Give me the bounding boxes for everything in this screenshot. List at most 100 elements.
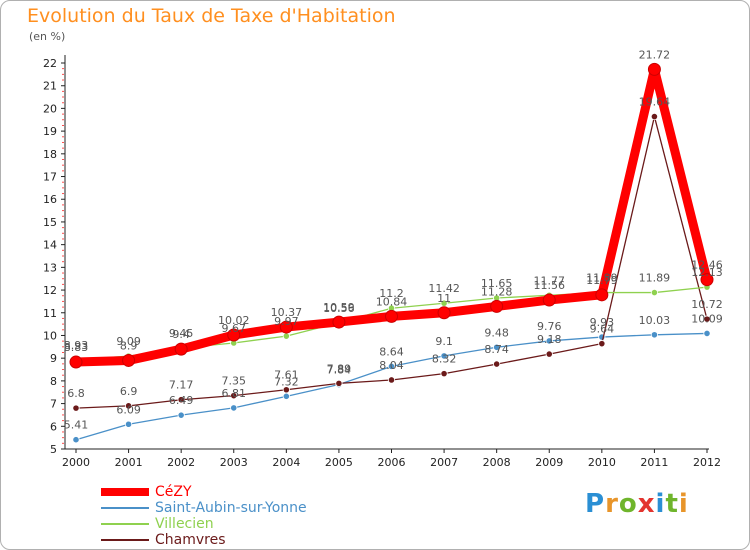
data-label: 6.81 <box>222 387 247 400</box>
data-label: 8.04 <box>379 359 404 372</box>
data-label: 11.79 <box>586 274 618 287</box>
data-label: 9.48 <box>484 326 509 339</box>
data-point <box>598 340 606 348</box>
data-point <box>177 396 185 404</box>
legend-label: Saint-Aubin-sur-Yonne <box>155 500 307 516</box>
x-tick-label: 2005 <box>325 456 353 469</box>
logo-letter: x <box>637 489 656 519</box>
y-tick-label: 12 <box>43 284 57 297</box>
x-tick-label: 2002 <box>167 456 195 469</box>
x-tick-label: 2012 <box>693 456 721 469</box>
data-label: 9.97 <box>274 315 299 328</box>
data-label: 9.18 <box>537 333 562 346</box>
y-tick-label: 13 <box>43 261 57 274</box>
data-point <box>542 293 556 307</box>
data-point <box>490 299 504 313</box>
data-point <box>385 309 398 323</box>
logo-letter: o <box>618 489 638 519</box>
data-label: 9.76 <box>537 320 562 333</box>
data-point <box>703 315 711 323</box>
legend-swatch <box>101 507 149 509</box>
data-point <box>177 411 185 419</box>
data-point <box>282 332 290 340</box>
data-label: 10.37 <box>271 306 303 319</box>
data-label: 9.1 <box>435 335 453 348</box>
data-point <box>335 379 343 387</box>
data-point <box>703 329 711 338</box>
data-point <box>493 360 501 368</box>
y-tick-label: 9 <box>50 352 57 365</box>
data-label: 9.64 <box>590 323 615 336</box>
y-tick-label: 14 <box>43 239 57 252</box>
data-label: 9.09 <box>116 335 141 348</box>
y-tick-label: 10 <box>43 329 57 342</box>
y-tick-label: 20 <box>43 102 57 115</box>
data-label: 10.09 <box>691 312 723 325</box>
data-label: 11.89 <box>586 272 618 285</box>
logo-letter: i <box>678 489 689 519</box>
data-label: 11.56 <box>534 279 566 292</box>
y-tick-label: 21 <box>43 80 57 93</box>
data-point <box>72 404 80 412</box>
data-point <box>700 273 714 287</box>
data-point <box>440 352 448 360</box>
data-label: 12.13 <box>691 266 723 279</box>
data-label: 5.41 <box>64 419 89 432</box>
data-label: 12.46 <box>691 259 723 272</box>
data-point <box>440 370 448 378</box>
data-label: 11.77 <box>534 274 566 287</box>
data-point <box>69 355 83 369</box>
x-tick-label: 2006 <box>378 456 406 469</box>
y-tick-label: 16 <box>43 193 57 206</box>
x-tick-label: 2004 <box>272 456 300 469</box>
y-tick-label: 6 <box>50 420 57 433</box>
data-point <box>650 288 659 297</box>
proxiti-logo: Proxiti <box>585 489 689 519</box>
data-point <box>493 343 501 351</box>
data-point <box>387 362 396 370</box>
data-label: 6.9 <box>120 385 138 398</box>
y-tick-label: 18 <box>43 148 57 161</box>
y-tick-label: 5 <box>50 443 57 456</box>
data-point <box>230 404 238 412</box>
data-point <box>227 328 241 342</box>
data-label: 8.32 <box>432 353 457 366</box>
x-tick-label: 2008 <box>483 456 511 469</box>
x-tick-label: 2010 <box>588 456 616 469</box>
data-label: 7.89 <box>327 362 352 375</box>
data-label: 9.4 <box>172 328 190 341</box>
data-point <box>545 350 553 358</box>
x-tick-label: 2001 <box>115 456 143 469</box>
legend-label: Chamvres <box>155 532 226 548</box>
data-label: 6.09 <box>116 403 141 416</box>
data-label: 10.03 <box>639 314 671 327</box>
logo-letter: t <box>665 489 679 519</box>
data-point <box>282 392 290 400</box>
data-point <box>230 392 238 400</box>
data-label: 19.64 <box>639 96 671 109</box>
data-point <box>124 402 133 410</box>
data-point <box>545 337 553 345</box>
legend-label: CéZY <box>155 484 192 500</box>
data-label: 11.42 <box>428 282 460 295</box>
y-tick-label: 22 <box>43 57 57 70</box>
data-label: 7.61 <box>274 369 299 382</box>
data-label: 6.8 <box>67 387 85 400</box>
data-label: 7.84 <box>327 364 352 377</box>
data-point <box>174 342 188 356</box>
data-label: 8.74 <box>484 343 509 356</box>
data-label: 11.28 <box>481 285 513 298</box>
data-label: 8.93 <box>64 339 89 352</box>
y-tick-label: 17 <box>43 171 57 184</box>
data-label: 10.84 <box>376 295 408 308</box>
data-label: 8.64 <box>379 345 404 358</box>
data-label: 7.17 <box>169 379 194 392</box>
y-tick-label: 8 <box>50 375 57 388</box>
logo-letter: r <box>605 489 619 519</box>
data-label: 10.72 <box>691 298 723 311</box>
data-point <box>595 288 609 302</box>
data-label: 7.32 <box>274 375 299 388</box>
data-label: 11.89 <box>639 272 671 285</box>
x-tick-label: 2011 <box>640 456 668 469</box>
